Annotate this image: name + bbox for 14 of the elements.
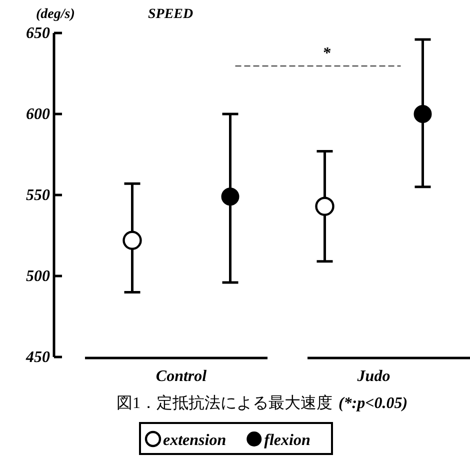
y-tick-label: 650 [26, 25, 50, 42]
y-tick-label: 450 [25, 349, 50, 366]
chart-title: SPEED [148, 7, 194, 22]
x-tick-label: Control [156, 368, 208, 385]
text: (*:p<0.05) [338, 395, 408, 412]
y-tick-label: 600 [26, 106, 50, 123]
y-tick-label: 550 [26, 187, 50, 204]
caption: 図1．定抵抗法による最大速度 [116, 394, 332, 412]
legend-label: flexion [264, 432, 310, 449]
x-tick-label: Judo [356, 368, 390, 385]
legend-label: extension [163, 432, 226, 449]
y-tick-label: 500 [26, 268, 50, 285]
y-axis-title: (deg/s) [36, 7, 75, 22]
annotation: * [322, 45, 332, 62]
